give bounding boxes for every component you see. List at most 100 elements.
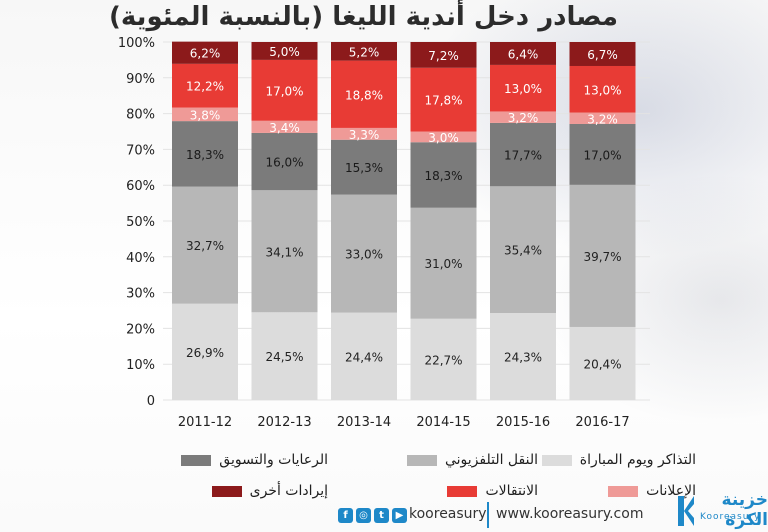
data-label: 24,3% (504, 351, 542, 365)
bar-segment (490, 186, 556, 314)
data-label: 20,4% (583, 357, 621, 371)
bar-labels: 26,9% 32,7% 18,3% 3,8% 12,2% 6,2% 24,5% 34,1% 16… (186, 45, 622, 372)
data-label: 31,0% (424, 257, 462, 271)
data-label: 3,2% (508, 111, 539, 125)
data-label: 3,8% (190, 108, 221, 122)
bar-segment (172, 63, 238, 108)
data-label: 13,0% (504, 82, 542, 96)
y-tick-label: 0 (147, 394, 155, 409)
youtube-icon[interactable]: ▶ (392, 508, 407, 523)
data-label: 34,1% (265, 245, 303, 259)
data-label: 6,2% (190, 47, 221, 61)
bar-segment (410, 318, 477, 400)
data-label: 33,0% (345, 248, 383, 262)
bar-segment (569, 42, 636, 66)
bar-segment (331, 60, 397, 128)
bar-segment (331, 139, 397, 195)
data-label: 24,4% (345, 350, 383, 364)
x-tick-label: 2014-15 (416, 415, 470, 430)
x-axis: 2011-12 2012-13 2013-14 2014-15 2015-16 2016-… (178, 415, 630, 430)
data-label: 3,4% (269, 121, 300, 135)
bar-segment (331, 312, 397, 400)
y-tick-label: 50% (126, 215, 155, 230)
bar-segment (172, 107, 238, 122)
data-label: 17,8% (424, 94, 462, 108)
bar-segment (569, 123, 636, 185)
data-label: 22,7% (424, 353, 462, 367)
data-label: 6,4% (508, 47, 539, 61)
bar-segment (410, 207, 477, 319)
chart-title: مصادر دخل أندية الليغا (بالنسبة المئوية) (109, 2, 618, 32)
data-label: 17,0% (583, 148, 621, 162)
bar-segment (331, 42, 397, 61)
bar-segment (410, 67, 477, 132)
bar-segment (410, 142, 477, 208)
data-label: 26,9% (186, 346, 224, 360)
data-label: 35,4% (504, 244, 542, 258)
x-tick-label: 2011-12 (178, 415, 232, 430)
bar-segment (251, 120, 318, 133)
data-label: 7,2% (428, 49, 459, 63)
bar-segment (490, 122, 556, 187)
bar-segment (569, 65, 636, 113)
y-tick-label: 80% (126, 108, 155, 123)
bar-segment (172, 41, 238, 64)
bar-segment (172, 121, 238, 187)
y-tick-label: 10% (126, 358, 155, 373)
bar-segment (251, 190, 318, 313)
data-label: 17,0% (265, 84, 303, 98)
bar-segment (331, 194, 397, 313)
y-tick-label: 40% (126, 251, 155, 266)
website-link[interactable]: www.kooreasury.com (496, 506, 644, 522)
logo-arabic: خزينة الكرة (721, 490, 768, 530)
bar-segment (569, 326, 636, 400)
data-label: 18,3% (186, 148, 224, 162)
bar-segment (490, 42, 556, 65)
data-label: 39,7% (583, 250, 621, 264)
instagram-icon[interactable]: ◎ (356, 508, 371, 523)
data-label: 5,2% (349, 45, 380, 59)
facebook-icon[interactable]: f (338, 508, 353, 523)
data-label: 16,0% (265, 156, 303, 170)
twitter-icon[interactable]: t (374, 508, 389, 523)
bar-segment (331, 127, 397, 140)
bar-segment (172, 303, 238, 400)
data-label: 24,5% (265, 350, 303, 364)
footer-divider (487, 502, 489, 528)
x-tick-label: 2015-16 (496, 415, 550, 430)
x-tick-label: 2016-17 (575, 415, 629, 430)
data-label: 3,0% (428, 131, 459, 145)
bar-segment (490, 111, 556, 123)
data-label: 18,3% (424, 169, 462, 183)
y-tick-label: 30% (126, 287, 155, 302)
y-tick-label: 100% (118, 36, 155, 51)
data-label: 13,0% (583, 83, 621, 97)
social-handle: kooreasury (409, 506, 487, 522)
bar-segment (251, 42, 318, 60)
grid (163, 41, 650, 401)
bar-segment (251, 312, 318, 400)
data-label: 17,7% (504, 149, 542, 163)
y-tick-label: 70% (126, 143, 155, 158)
data-label: 12,2% (186, 80, 224, 94)
bar-segment (569, 112, 636, 124)
data-label: 15,3% (345, 161, 383, 175)
data-label: 3,2% (587, 112, 618, 126)
bar-segment (569, 184, 636, 327)
bar-segment (490, 313, 556, 400)
bar-segment (410, 131, 477, 143)
x-tick-label: 2013-14 (337, 415, 391, 430)
bar-segment (410, 42, 477, 68)
data-label: 3,3% (349, 128, 380, 142)
logo-english: Kooreasury (700, 512, 761, 522)
y-axis: 0 10% 20% 30% 40% 50% 60% 70% 80% 90% 100% (118, 36, 155, 409)
bar-segment (251, 132, 318, 191)
y-tick-label: 20% (126, 322, 155, 337)
bar-segment (490, 64, 556, 112)
bars (172, 41, 636, 400)
y-tick-label: 60% (126, 179, 155, 194)
kooreasury-logo-icon (678, 496, 694, 526)
data-label: 18,8% (345, 88, 383, 102)
x-tick-label: 2012-13 (257, 415, 311, 430)
